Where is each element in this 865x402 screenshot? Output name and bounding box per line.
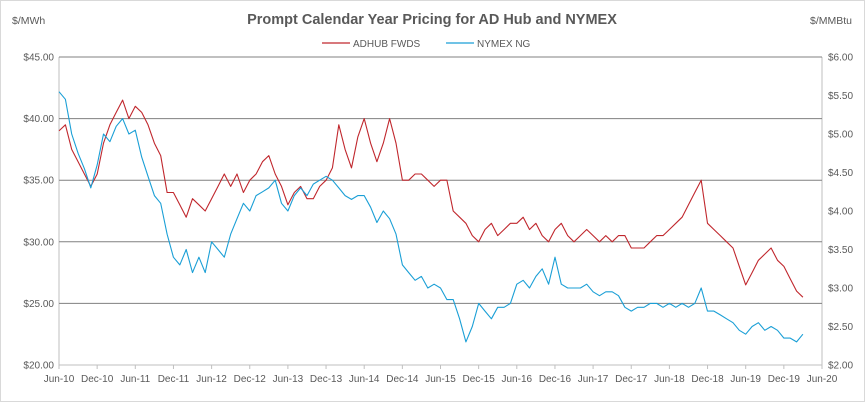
x-tick-label: Jun-17 bbox=[578, 374, 609, 385]
x-tick-label: Dec-16 bbox=[539, 374, 572, 385]
x-tick-label: Jun-15 bbox=[425, 374, 456, 385]
right-tick-label: $4.00 bbox=[828, 207, 853, 218]
left-tick-label: $30.00 bbox=[23, 237, 54, 248]
x-tick-label: Dec-19 bbox=[768, 374, 801, 385]
right-tick-label: $5.00 bbox=[828, 130, 853, 141]
x-tick-label: Jun-12 bbox=[196, 374, 227, 385]
right-tick-label: $5.50 bbox=[828, 91, 853, 102]
x-tick-label: Jun-16 bbox=[502, 374, 533, 385]
x-tick-label: Jun-18 bbox=[654, 374, 685, 385]
x-tick-label: Jun-11 bbox=[120, 374, 150, 385]
x-tick-label: Dec-17 bbox=[615, 374, 648, 385]
right-axis-ticks: $2.00 $2.50 $3.00 $3.50 $4.00 $4.50 $5.00 $5.50… bbox=[828, 53, 853, 372]
left-tick-label: $25.00 bbox=[23, 299, 54, 310]
x-tick-label: Dec-14 bbox=[386, 374, 419, 385]
right-tick-label: $6.00 bbox=[828, 53, 853, 64]
series-line-nymex bbox=[58, 91, 804, 343]
left-axis-ticks: $20.00 $25.00 $30.00 $35.00 $40.00 $45.00 bbox=[23, 53, 54, 372]
right-tick-label: $2.00 bbox=[828, 361, 853, 372]
right-tick-label: $2.50 bbox=[828, 322, 853, 333]
left-tick-label: $40.00 bbox=[23, 114, 54, 125]
x-tick-label: Jun-10 bbox=[44, 374, 75, 385]
x-tick-label: Dec-13 bbox=[310, 374, 343, 385]
x-tick-label: Dec-10 bbox=[81, 374, 114, 385]
right-axis-unit-label: $/MMBtu bbox=[810, 15, 852, 27]
x-tick-label: Jun-14 bbox=[349, 374, 380, 385]
x-axis-ticks: Jun-10 Dec-10 Jun-11 Dec-11 Jun-12 Dec-12 Jun-… bbox=[44, 365, 838, 385]
x-tick-label: Jun-20 bbox=[807, 374, 838, 385]
legend-label-nymex: NYMEX NG bbox=[477, 39, 531, 50]
x-tick-label: Dec-12 bbox=[234, 374, 267, 385]
x-tick-label: Dec-11 bbox=[158, 374, 190, 385]
right-tick-label: $3.00 bbox=[828, 284, 853, 295]
x-tick-label: Dec-15 bbox=[463, 374, 496, 385]
left-tick-label: $35.00 bbox=[23, 176, 54, 187]
left-axis-unit-label: $/MWh bbox=[12, 15, 45, 27]
right-tick-label: $3.50 bbox=[828, 245, 853, 256]
left-tick-label: $20.00 bbox=[23, 361, 54, 372]
left-tick-label: $45.00 bbox=[23, 53, 54, 64]
chart-title: Prompt Calendar Year Pricing for AD Hub … bbox=[247, 12, 617, 28]
legend-label-adhub: ADHUB FWDS bbox=[353, 39, 421, 50]
right-tick-label: $4.50 bbox=[828, 168, 853, 179]
legend: ADHUB FWDS NYMEX NG bbox=[322, 39, 531, 50]
gridlines bbox=[58, 56, 823, 366]
x-tick-label: Jun-19 bbox=[730, 374, 761, 385]
x-tick-label: Dec-18 bbox=[691, 374, 724, 385]
x-tick-label: Jun-13 bbox=[273, 374, 304, 385]
series-line-adhub bbox=[58, 99, 804, 298]
series-layer bbox=[58, 91, 804, 343]
